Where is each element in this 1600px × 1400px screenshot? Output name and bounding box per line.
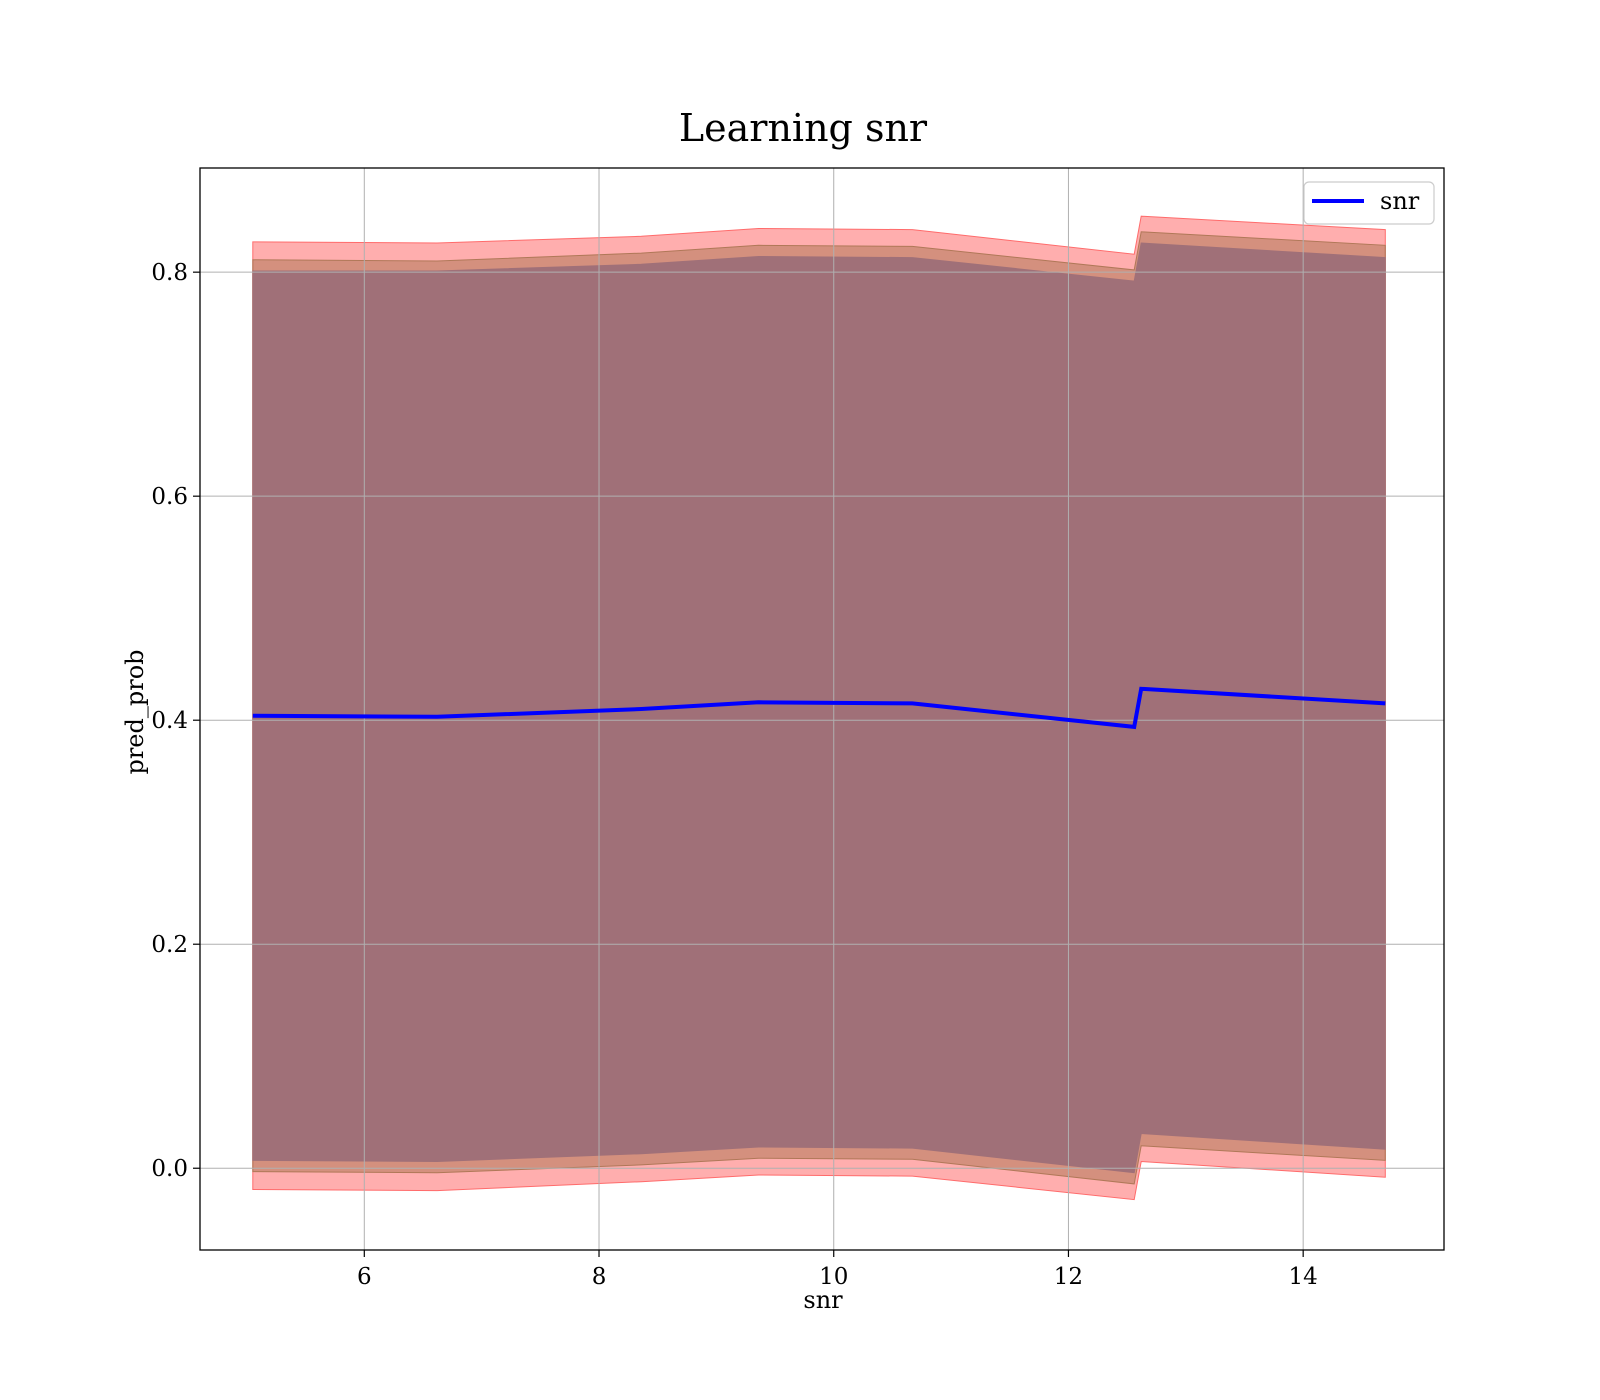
y-tick-label: 0.0 xyxy=(151,1156,188,1182)
x-axis-ticks: 6 8 10 12 14 xyxy=(357,1250,1318,1290)
series-lines xyxy=(252,686,1386,730)
x-tick-label: 6 xyxy=(357,1264,372,1290)
grid xyxy=(200,168,1444,1250)
x-tick-label: 12 xyxy=(1054,1264,1083,1290)
x-tick-label: 14 xyxy=(1289,1264,1318,1290)
legend: snr xyxy=(1303,181,1435,225)
series-line-snr xyxy=(252,686,1386,730)
plot-frame xyxy=(199,167,1445,1251)
x-tick-label: 10 xyxy=(819,1264,848,1290)
chart-title: Learning snr xyxy=(679,106,928,150)
confidence-bands xyxy=(252,215,1386,1201)
y-tick-label: 0.2 xyxy=(151,932,188,958)
y-axis-ticks: 0.0 0.2 0.4 0.6 0.8 xyxy=(151,260,200,1182)
band-inner xyxy=(252,242,1386,1174)
x-tick-label: 8 xyxy=(592,1264,607,1290)
plot-area xyxy=(199,167,1445,1251)
y-tick-label: 0.4 xyxy=(151,708,188,734)
legend-label-snr: snr xyxy=(1380,187,1420,215)
y-axis-label: pred_prob xyxy=(121,649,149,774)
y-tick-label: 0.8 xyxy=(151,260,188,286)
x-axis-label: snr xyxy=(803,1286,843,1314)
y-tick-label: 0.6 xyxy=(151,484,188,510)
legend-box xyxy=(1303,181,1435,225)
